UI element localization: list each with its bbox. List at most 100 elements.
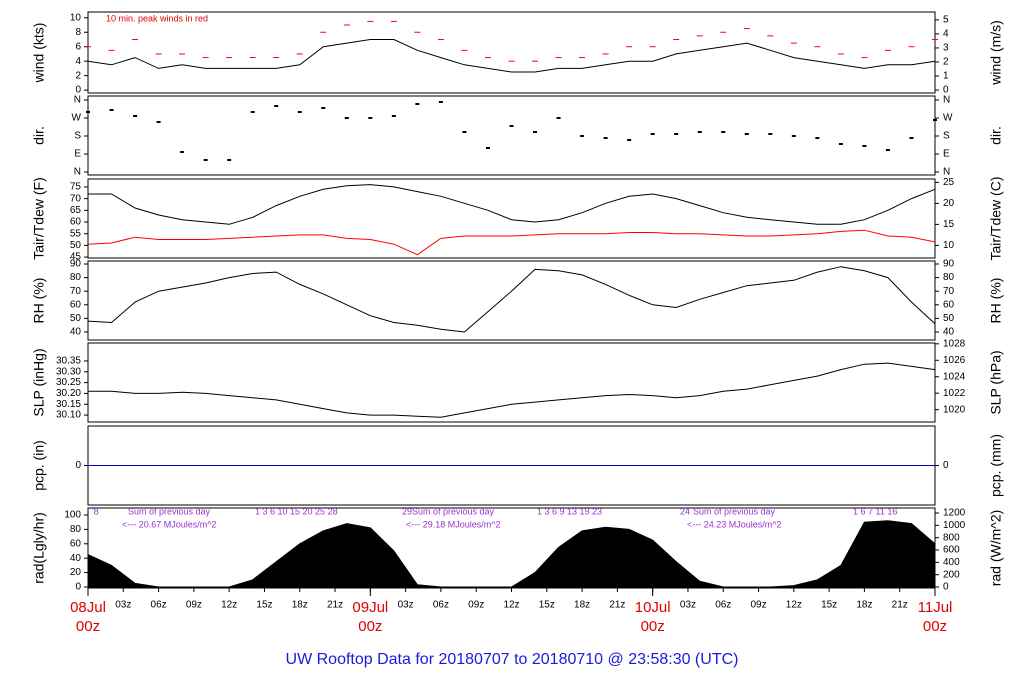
point (438, 101, 443, 103)
y-axis-label: SLP (inHg) (31, 348, 47, 416)
y-axis-label: rad(Lgly/hr) (31, 512, 47, 584)
y-tick-label: 0 (75, 460, 81, 471)
y2-tick-label: 90 (943, 259, 955, 270)
y-tick-label: 50 (70, 313, 82, 324)
point (297, 111, 302, 113)
y-tick-label: 40 (70, 553, 82, 564)
point (556, 117, 561, 119)
y-tick-label: 60 (70, 217, 82, 228)
y2-tick-label: 1022 (943, 388, 966, 399)
line (88, 362, 936, 418)
annotation: Sum of previous day (412, 506, 495, 516)
y-tick-label: 6 (75, 41, 81, 52)
panel-frame (87, 11, 936, 94)
y-tick-label: 30.30 (56, 366, 81, 377)
x-tick-label: 06z (433, 600, 449, 611)
line (87, 39, 936, 73)
y2-tick-label: 3 (943, 43, 949, 54)
y-tick-label: N (74, 167, 81, 178)
y2-tick-label: N (943, 167, 950, 178)
y2-tick-label: 0 (943, 85, 949, 96)
annotation: 10 min. peak winds in red (106, 13, 208, 23)
y-tick-label: 30.10 (56, 410, 81, 421)
point (415, 103, 420, 105)
y2-tick-label: 50 (943, 313, 955, 324)
point (109, 109, 114, 111)
y2-tick-label: 60 (943, 299, 955, 310)
point (203, 159, 208, 161)
x-tick-label: 12z (503, 600, 519, 611)
x-tick-label: 12z (221, 600, 237, 611)
point (627, 139, 632, 141)
annotation: <--- 29.18 MJoules/m^2 (406, 519, 501, 529)
y-tick-label: E (74, 149, 81, 160)
y-tick-label: 10 (70, 12, 82, 23)
annotation: 1 3 6 9 13 19 23 (537, 506, 602, 516)
y2-tick-label: 1 (943, 71, 949, 82)
x-tick-label: 03z (115, 600, 131, 611)
y-tick-label: 0 (75, 85, 81, 96)
y2-tick-label: 40 (943, 327, 955, 338)
point (321, 107, 326, 109)
y2-tick-label: 1000 (943, 520, 966, 531)
y-tick-label: 50 (70, 240, 82, 251)
x-tick-label: 09z (186, 600, 202, 611)
point (227, 159, 232, 161)
point (250, 111, 255, 113)
x-tick-label: 09z (750, 600, 766, 611)
point (885, 149, 890, 151)
y2-tick-label: 1026 (943, 355, 966, 366)
point (509, 125, 514, 127)
y-tick-label: 60 (70, 538, 82, 549)
x-tick-label: 18z (292, 600, 308, 611)
point (603, 137, 608, 139)
x-tick-label: 15z (539, 600, 555, 611)
point (815, 137, 820, 139)
point (180, 151, 185, 153)
y-tick-label: W (72, 113, 82, 124)
y-axis-label: pcp. (in) (31, 440, 47, 491)
y-tick-label: 80 (70, 272, 82, 283)
y-tick-label: 75 (70, 182, 82, 193)
y-tick-label: 45 (70, 252, 82, 263)
point (697, 131, 702, 133)
area (87, 520, 936, 588)
annotation: 1 6 7 11 16 (853, 506, 897, 516)
annotation: 24 (680, 506, 690, 516)
annotation: 1 3 6 10 15 20 25 28 (255, 506, 338, 516)
y-axis-label: RH (%) (31, 278, 47, 324)
y-tick-label: 8 (75, 27, 81, 38)
point (133, 115, 138, 117)
y-tick-label: 70 (70, 193, 82, 204)
date-label: 08Jul (70, 599, 106, 616)
y2-tick-label: W (943, 113, 953, 124)
x-tick-label: 18z (856, 600, 872, 611)
point (768, 133, 773, 135)
y2-tick-label: 1024 (943, 371, 966, 382)
y2-axis-label: dir. (988, 126, 1004, 145)
x-tick-label: 06z (715, 600, 731, 611)
y2-tick-label: 70 (943, 286, 955, 297)
panel-frame (87, 178, 936, 259)
line (87, 266, 936, 333)
annotation: '8 (92, 506, 99, 516)
annotation: Sum of previous day (128, 506, 211, 516)
y2-tick-label: 600 (943, 545, 960, 556)
point (862, 145, 867, 147)
y2-tick-label: 400 (943, 557, 960, 568)
y-tick-label: 30.25 (56, 377, 81, 388)
date-label: 11Jul (918, 599, 953, 616)
point (650, 133, 655, 135)
point (462, 131, 467, 133)
point (156, 121, 161, 123)
x-tick-label: 09z (468, 600, 484, 611)
y-tick-label: 80 (70, 524, 82, 535)
y2-axis-label: wind (m/s) (988, 20, 1004, 86)
point (485, 147, 490, 149)
point (86, 111, 90, 113)
y2-tick-label: 1020 (943, 404, 966, 415)
y2-tick-label: 200 (943, 569, 960, 580)
y-tick-label: 4 (75, 56, 81, 67)
annotation: <--- 20.67 MJoules/m^2 (122, 519, 217, 529)
y2-axis-label: rad (W/m^2) (988, 510, 1004, 587)
